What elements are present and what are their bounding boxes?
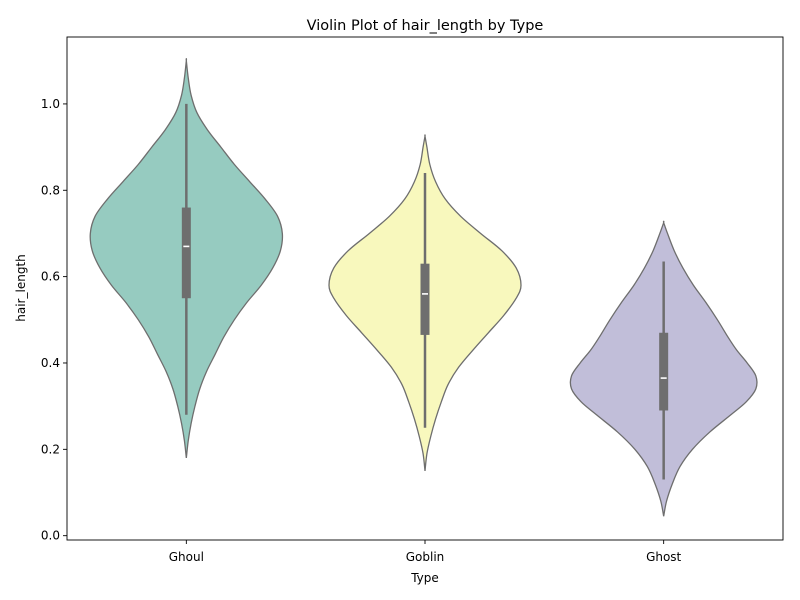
y-tick-label: 0.6 (41, 270, 60, 284)
y-tick-label: 0.8 (41, 183, 60, 197)
x-tick-label-ghost: Ghost (646, 550, 681, 564)
plot-area (89, 57, 758, 517)
y-tick-label: 0.2 (41, 442, 60, 456)
x-axis-label: Type (410, 571, 439, 585)
iqr-box-ghoul (181, 207, 191, 299)
y-axis-label: hair_length (14, 254, 28, 321)
x-axis: Ghoul Goblin Ghost (169, 540, 682, 564)
y-axis: 0.0 0.2 0.4 0.6 0.8 1.0 (41, 97, 67, 543)
chart-title: Violin Plot of hair_length by Type (307, 18, 544, 34)
y-tick-label: 1.0 (41, 97, 60, 111)
x-tick-label-goblin: Goblin (406, 550, 445, 564)
violin-goblin (328, 134, 522, 471)
x-tick-label-ghoul: Ghoul (169, 550, 204, 564)
y-tick-label: 0.4 (41, 356, 60, 370)
violin-ghost (569, 220, 758, 517)
violin-ghoul (89, 57, 284, 459)
y-tick-label: 0.0 (41, 529, 60, 543)
iqr-box-goblin (420, 263, 430, 335)
iqr-box-ghost (659, 332, 669, 411)
